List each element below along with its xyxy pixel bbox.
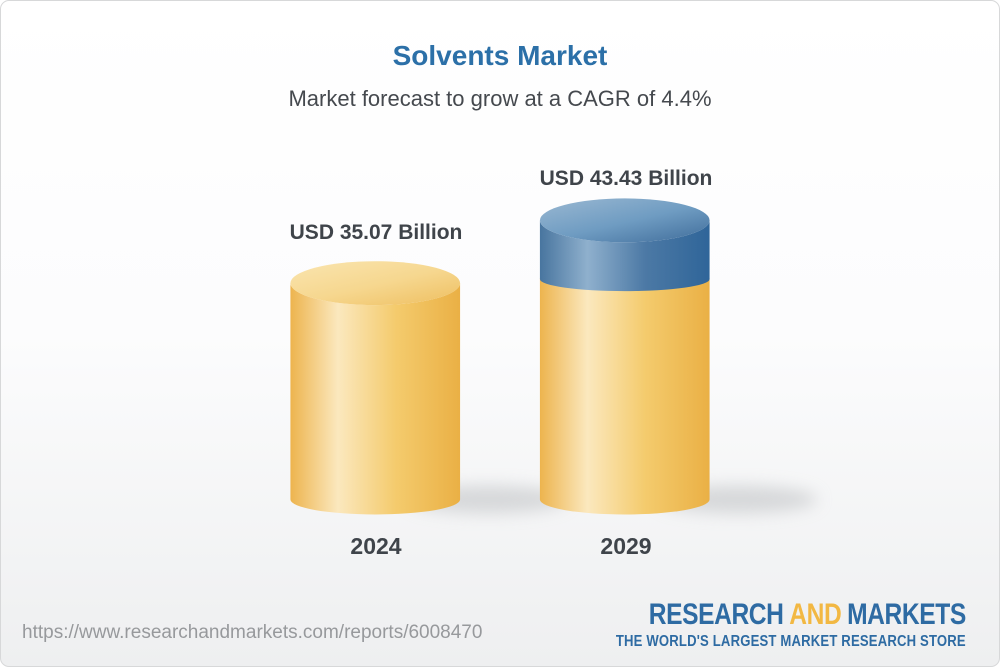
cylinder-2024-top xyxy=(290,261,461,306)
cylinder-2029-top xyxy=(539,198,710,243)
chart-subtitle: Market forecast to grow at a CAGR of 4.4… xyxy=(288,86,712,111)
value-label-2029: USD 43.43 Billion xyxy=(539,167,713,190)
logo-word-research: RESEARCH xyxy=(648,598,784,631)
value-label-2024: USD 35.07 Billion xyxy=(289,221,463,244)
logo-word-and: AND xyxy=(789,598,842,631)
axis-label-2029: 2029 xyxy=(600,533,652,559)
logo-word-markets: MARKETS xyxy=(847,598,966,631)
report-url: https://www.researchandmarkets.com/repor… xyxy=(22,622,483,643)
cylinder-2024-body xyxy=(290,283,461,515)
cylinder-2029-base-body xyxy=(539,278,710,515)
cylinder-2029-growth-band xyxy=(539,220,710,292)
axis-label-2024: 2024 xyxy=(350,533,402,559)
chart-title: Solvents Market xyxy=(392,40,608,71)
brand-logo-wordmark: RESEARCH AND MARKETS xyxy=(616,598,967,631)
brand-logo-tagline: THE WORLD'S LARGEST MARKET RESEARCH STOR… xyxy=(615,633,966,650)
brand-logo: RESEARCH AND MARKETS THE WORLD'S LARGEST M… xyxy=(539,600,966,650)
